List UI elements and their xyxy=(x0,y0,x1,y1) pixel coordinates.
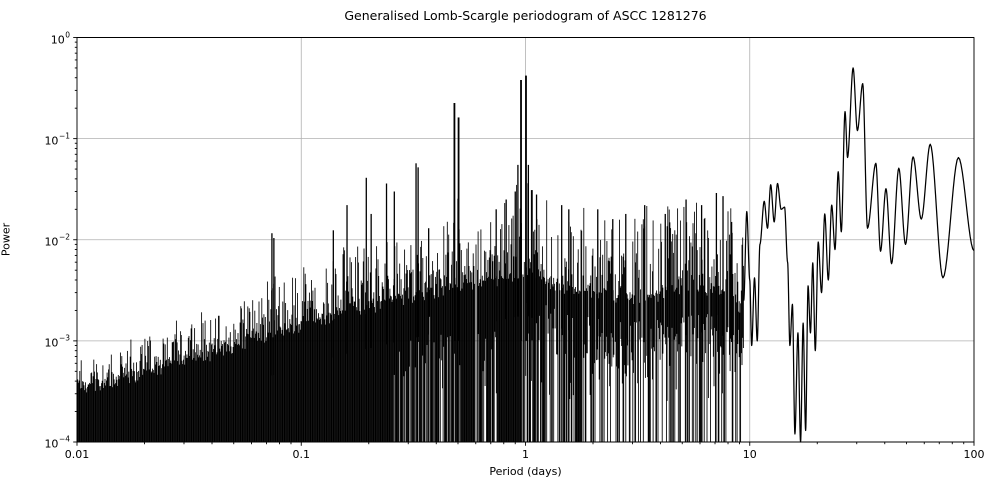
y-tick-label: 10−3 xyxy=(44,333,70,350)
x-axis-label: Period (days) xyxy=(489,465,562,478)
y-tick-label: 10−2 xyxy=(44,232,70,249)
y-axis-label: Power xyxy=(0,222,13,257)
x-tick-label: 1 xyxy=(522,448,529,461)
x-tick-label: 0.1 xyxy=(292,448,311,461)
y-tick-label: 10−4 xyxy=(44,434,70,451)
x-tick-label: 100 xyxy=(963,448,985,461)
x-tick-label: 10 xyxy=(742,448,757,461)
y-tick-label: 10−1 xyxy=(44,131,70,147)
chart-title: Generalised Lomb-Scargle periodogram of … xyxy=(344,8,707,23)
y-tick-label: 100 xyxy=(50,30,70,46)
x-tick-label: 0.01 xyxy=(64,448,90,461)
